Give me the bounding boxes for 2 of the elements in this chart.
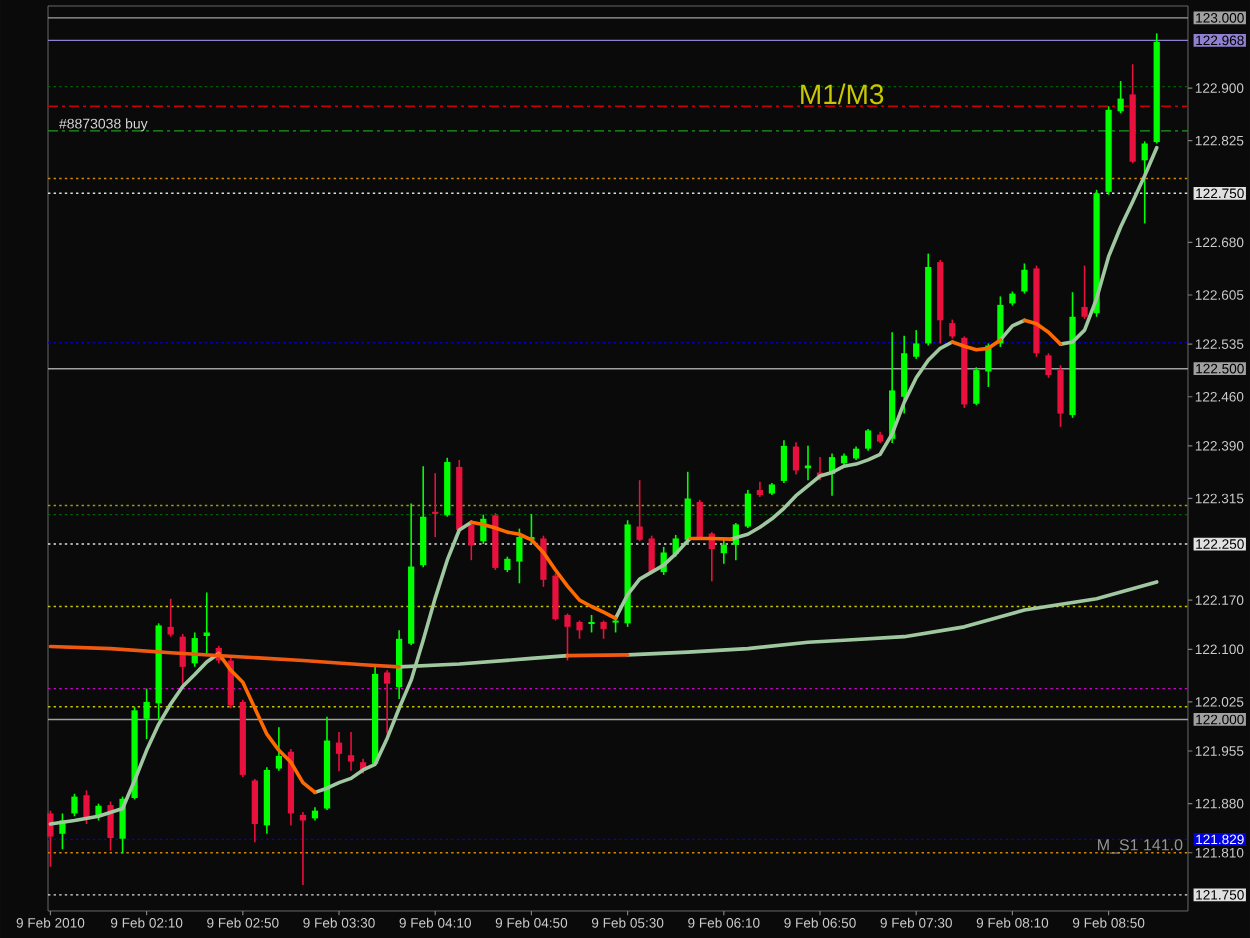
- annotation: M_S1 141.0: [1098, 839, 1183, 854]
- annotation: M1/M3: [801, 83, 884, 105]
